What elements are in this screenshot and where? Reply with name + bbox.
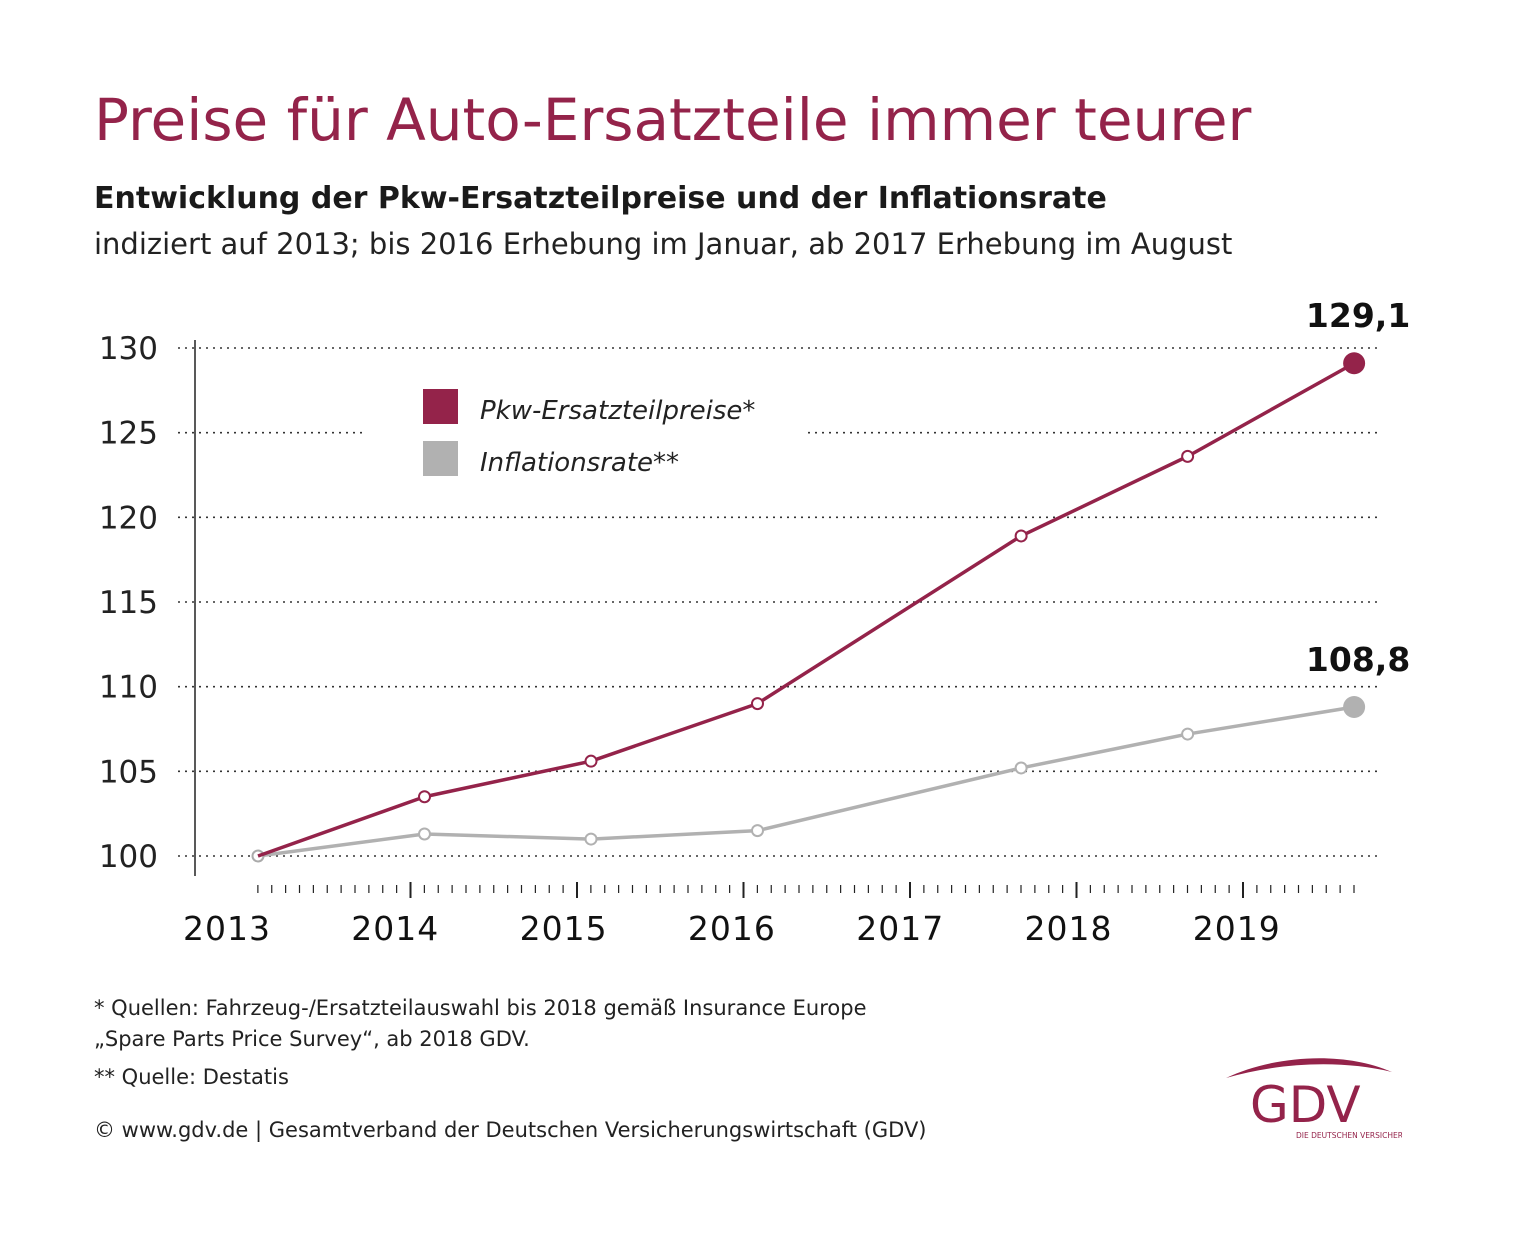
logo-tagline: DIE DEUTSCHEN VERSICHERER [1296,1131,1402,1140]
data-point [1014,529,1028,543]
footnote-sources-line2: „Spare Parts Price Survey“, ab 2018 GDV. [94,1027,530,1051]
data-point-end [1343,695,1366,718]
data-point [751,697,764,711]
chart-subtitle: Entwicklung der Pkw-Ersatzteilpreise und… [94,181,1107,216]
x-tick-label: 2016 [688,909,776,948]
footnote-sources-line1: * Quellen: Fahrzeug-/Ersatzteilauswahl b… [94,996,867,1020]
data-point [1014,761,1028,775]
data-point [1181,449,1195,463]
data-point-end [1343,352,1366,375]
y-tick-label: 125 [99,416,158,452]
x-tick-label: 2014 [351,909,439,948]
y-tick-label: 130 [99,331,158,367]
footnote-destatis: ** Quelle: Destatis [94,1065,289,1089]
x-tick-label: 2019 [1193,909,1281,948]
y-tick-label: 105 [99,754,158,790]
chart-description: indiziert auf 2013; bis 2016 Erhebung im… [94,227,1233,261]
gdv-logo: GDV DIE DEUTSCHEN VERSICHERER [1226,1058,1402,1140]
copyright-line: © www.gdv.de | Gesamtverband der Deutsch… [94,1118,927,1142]
legend-swatch [423,441,458,476]
x-tick-label: 2015 [520,909,608,948]
data-label-end: 129,1 [1306,296,1410,335]
data-point [751,824,764,838]
data-point [584,832,598,846]
series-line [257,361,1355,858]
logo-text: GDV [1250,1076,1361,1134]
data-point [418,790,431,804]
legend-swatch [423,389,458,424]
x-tick-label: 2013 [183,909,271,948]
data-point [1181,727,1195,741]
data-point [584,754,598,768]
y-tick-label: 110 [99,670,158,706]
logo-swoosh [1226,1058,1392,1078]
data-point [418,827,431,841]
chart-title: Preise für Auto-Ersatzteile immer teurer [94,86,1252,154]
y-tick-label: 120 [99,500,158,536]
x-tick-label: 2017 [856,909,944,948]
x-tick-label: 2018 [1025,909,1113,948]
data-label-end: 108,8 [1306,640,1410,679]
line-chart: 100 105 110 115 120 125 130 2013 2014 2015 2016 201… [99,296,1410,948]
y-tick-label: 115 [99,585,158,621]
y-tick-label: 100 [99,839,158,875]
legend-label: Pkw-Ersatzteilpreise* [480,396,755,426]
legend-label: Inflationsrate** [480,448,679,478]
